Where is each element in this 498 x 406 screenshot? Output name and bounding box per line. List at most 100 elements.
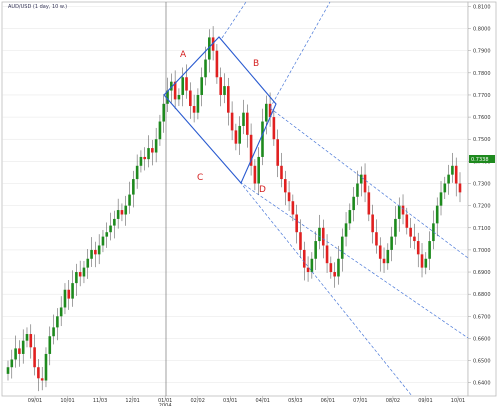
candle (291, 194, 295, 222)
candle-body (151, 148, 154, 153)
right-axis-area (467, 1, 497, 397)
y-tick-label: 0.7800 (473, 71, 491, 77)
candle (128, 181, 131, 214)
candle (120, 203, 124, 222)
candle (337, 245, 340, 285)
candle-body (268, 103, 272, 118)
plot-area (1, 1, 469, 397)
candle (257, 147, 260, 195)
candle-body (340, 236, 344, 259)
x-tick-label: 02/02 (190, 398, 204, 404)
candle (245, 104, 249, 148)
candle-body (435, 205, 439, 224)
candle-body (116, 210, 120, 219)
candle-body (280, 165, 283, 180)
candle (268, 92, 272, 127)
candle (356, 170, 359, 205)
y-tick-label: 0.8100 (473, 4, 491, 10)
candle (227, 77, 230, 126)
candle-body (196, 94, 200, 113)
candle-body (333, 272, 336, 277)
candle (18, 340, 21, 367)
candle-body (200, 77, 204, 95)
candle-body (37, 367, 40, 379)
candle-body (234, 130, 238, 144)
candle (230, 101, 234, 141)
candle-body (382, 258, 386, 264)
candle-body (135, 165, 139, 180)
candle-body (154, 139, 158, 153)
y-tick-label: 0.8000 (473, 27, 491, 33)
candle-body (6, 367, 10, 374)
candle-body (120, 210, 124, 215)
candle (234, 123, 238, 151)
candle-body (261, 121, 264, 157)
candle (409, 218, 412, 248)
candle (170, 73, 173, 104)
candle-body (318, 227, 321, 242)
candle-body (439, 192, 443, 206)
candle (52, 314, 55, 345)
candle (116, 198, 120, 229)
candle-body (166, 90, 169, 104)
candle-body (59, 307, 63, 317)
candle-body (177, 94, 181, 100)
candle-body (443, 183, 447, 193)
candle-body (291, 201, 295, 215)
candle-body (390, 236, 393, 250)
candle (325, 234, 329, 273)
candle-body (302, 249, 306, 268)
candle-body (185, 77, 188, 91)
candle (310, 252, 314, 279)
candle-body (413, 236, 416, 242)
candle (37, 359, 40, 392)
candle-body (124, 205, 128, 215)
diamond-pattern (163, 36, 277, 185)
candle (154, 127, 158, 163)
candle-body (162, 103, 166, 122)
x-tick-label: 07/01 (353, 398, 367, 404)
candle-body (18, 348, 21, 354)
candle-body (143, 156, 147, 160)
candle-body (25, 334, 29, 341)
candle-body (283, 179, 287, 193)
candle-body (257, 156, 260, 184)
candle (287, 181, 291, 211)
y-tick-label: 0.6700 (473, 314, 491, 320)
candle (151, 139, 154, 166)
candle (454, 157, 458, 197)
candle (94, 241, 97, 268)
candle-body (329, 263, 333, 273)
current-price-value: 0.7338 (471, 157, 489, 163)
candle-body (306, 267, 310, 273)
candle-body (299, 232, 302, 250)
candle-body (215, 50, 219, 78)
candle (242, 99, 245, 135)
y-tick-label: 0.7500 (473, 137, 491, 143)
candle (283, 170, 287, 206)
pattern-label-c: C (197, 173, 203, 183)
candle (401, 194, 405, 225)
candle-body (132, 179, 135, 195)
candle (451, 152, 454, 183)
candle-body (82, 267, 86, 277)
candle (219, 67, 223, 107)
candle-body (458, 183, 462, 193)
candle-body (420, 254, 424, 268)
candle (435, 197, 439, 237)
candle (261, 108, 264, 166)
candle-body (409, 227, 412, 237)
candle (48, 326, 52, 366)
y-tick-label: 0.6900 (473, 270, 491, 276)
candle (105, 222, 109, 248)
candle-body (113, 218, 116, 226)
channel-upper-line (221, 1, 247, 39)
candle-body (105, 232, 109, 237)
candle-body (147, 148, 150, 160)
channel-extension-line (239, 181, 413, 397)
candle (238, 116, 241, 155)
candle-body (52, 327, 55, 337)
candle-body (94, 249, 97, 255)
candle (397, 197, 401, 232)
